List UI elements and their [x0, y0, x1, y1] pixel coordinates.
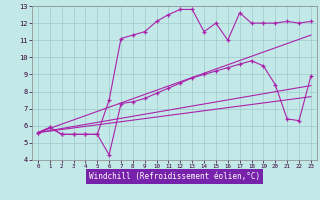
X-axis label: Windchill (Refroidissement éolien,°C): Windchill (Refroidissement éolien,°C) [89, 172, 260, 181]
